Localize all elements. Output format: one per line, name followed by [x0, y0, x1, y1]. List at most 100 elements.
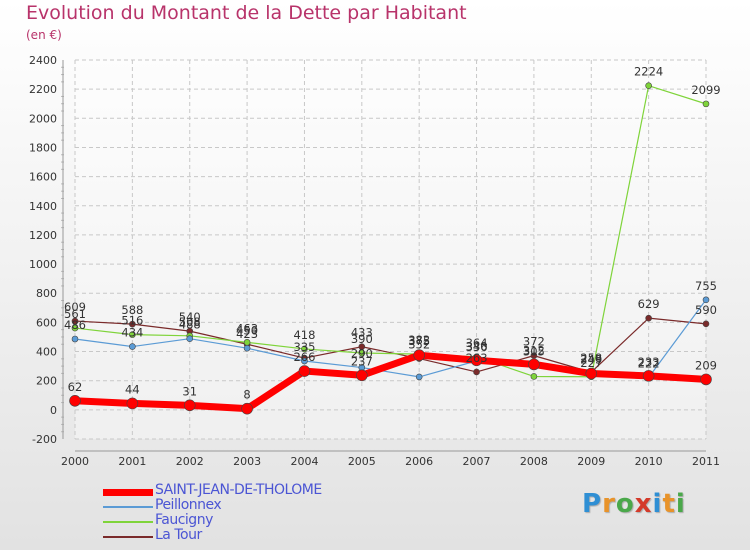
data-label-peillonnex: 305 — [523, 344, 545, 358]
data-label-faucigny: 463 — [236, 321, 258, 335]
data-point-saint-jean-de-tholome — [241, 402, 253, 415]
data-label-peillonnex: 336 — [466, 340, 488, 354]
data-label-faucigny: 418 — [293, 328, 315, 342]
y-tick-label: 1200 — [29, 229, 57, 242]
proxiti-logo: Proxiti — [582, 489, 686, 519]
data-label-faucigny: 516 — [121, 314, 143, 328]
data-label-saint-jean-de-tholome: 8 — [243, 388, 250, 402]
y-tick-label: 600 — [36, 316, 57, 329]
data-label-saint-jean-de-tholome: 266 — [293, 350, 315, 364]
logo-letter: P — [582, 489, 603, 519]
x-tick-label: 2000 — [61, 455, 89, 468]
logo-letter: i — [675, 489, 686, 519]
data-point-faucigny — [702, 100, 710, 108]
x-tick-label: 2003 — [233, 455, 261, 468]
x-tick-label: 2007 — [463, 455, 491, 468]
data-label-la-tour: 450 — [236, 323, 258, 337]
x-tick-label: 2001 — [118, 455, 146, 468]
data-label-saint-jean-de-tholome: 249 — [580, 353, 602, 367]
legend-swatch-faucigny — [103, 521, 153, 523]
data-point-saint-jean-de-tholome — [470, 354, 483, 367]
data-label-peillonnex: 335 — [293, 340, 315, 354]
y-tick-label: 0 — [50, 404, 57, 417]
legend-label-faucigny: Faucigny — [155, 512, 213, 528]
data-label-la-tour: 629 — [638, 297, 660, 311]
data-label-la-tour: 352 — [408, 338, 430, 352]
data-label-la-tour: 590 — [695, 303, 717, 317]
data-point-faucigny — [71, 324, 79, 332]
data-label-peillonnex: 249 — [580, 353, 602, 367]
data-point-peillonnex — [702, 296, 710, 304]
data-label-faucigny: 382 — [408, 333, 430, 347]
data-point-faucigny — [358, 349, 366, 357]
data-point-la-tour — [645, 314, 652, 322]
data-point-saint-jean-de-tholome — [69, 395, 81, 407]
data-point-saint-jean-de-tholome — [700, 373, 712, 386]
y-tick-label: 1400 — [29, 200, 57, 213]
data-label-la-tour: 433 — [351, 326, 373, 340]
data-label-la-tour: 263 — [466, 351, 488, 365]
x-tick-label: 2010 — [635, 455, 663, 468]
data-label-saint-jean-de-tholome: 233 — [638, 355, 660, 369]
legend-swatch-saint-jean-de-tholome — [103, 488, 153, 496]
y-tick-label: 800 — [36, 287, 57, 300]
y-tick-label: 1000 — [29, 258, 57, 271]
data-label-saint-jean-de-tholome: 237 — [351, 354, 373, 368]
data-point-peillonnex — [243, 344, 251, 352]
data-point-saint-jean-de-tholome — [126, 397, 139, 410]
data-label-faucigny: 561 — [64, 307, 86, 321]
data-label-la-tour: 258 — [580, 351, 602, 365]
data-label-peillonnex: 434 — [121, 326, 143, 340]
logo-letter: r — [602, 489, 616, 519]
grid-layer — [74, 59, 707, 440]
y-tick-label: 200 — [36, 375, 57, 388]
y-tick-label: 1600 — [29, 171, 57, 184]
y-tick-label: 2400 — [29, 54, 57, 67]
x-tick-label: 2005 — [348, 455, 376, 468]
data-point-saint-jean-de-tholome — [298, 365, 311, 377]
x-tick-label: 2009 — [577, 455, 605, 468]
data-point-faucigny — [129, 331, 136, 338]
data-point-saint-jean-de-tholome — [585, 367, 598, 380]
data-label-la-tour: 588 — [121, 303, 143, 317]
legend-label-peillonnex: Peillonnex — [155, 497, 222, 513]
data-label-saint-jean-de-tholome: 31 — [182, 384, 197, 398]
data-label-faucigny: 227 — [580, 356, 602, 370]
data-point-peillonnex — [415, 373, 423, 381]
data-point-faucigny — [301, 345, 308, 353]
label-layer: 609 588 540 450 433 352 263 372 258 629 590 561 516 5… — [64, 65, 721, 402]
data-point-saint-jean-de-tholome — [183, 399, 196, 412]
logo-letter: i — [652, 489, 663, 519]
y-tick-label: -200 — [32, 433, 57, 446]
data-label-peillonnex: 222 — [638, 356, 660, 370]
data-label-peillonnex: 486 — [64, 318, 86, 332]
legend-swatch-la-tour — [103, 536, 153, 538]
data-label-la-tour: 372 — [523, 335, 545, 349]
x-tick-label: 2008 — [520, 455, 548, 468]
data-label-saint-jean-de-tholome: 209 — [695, 358, 717, 372]
data-label-faucigny: 364 — [466, 336, 488, 350]
chart-subtitle: (en €) — [26, 28, 62, 42]
logo-letter: o — [615, 489, 635, 519]
chart-title: Evolution du Montant de la Dette par Hab… — [26, 2, 467, 24]
data-point-la-tour — [129, 320, 136, 328]
series-line-saint-jean-de-tholome — [71, 351, 710, 413]
series-layer — [69, 82, 712, 415]
x-tick-label: 2006 — [405, 455, 433, 468]
data-point-la-tour — [702, 320, 710, 328]
logo-letter: t — [662, 489, 676, 519]
logo-letter: x — [634, 489, 653, 519]
data-label-saint-jean-de-tholome: 312 — [523, 343, 545, 357]
y-tick-label: 2000 — [29, 112, 57, 125]
y-tick-label: 2200 — [29, 83, 57, 96]
data-label-saint-jean-de-tholome: 375 — [408, 334, 430, 348]
data-label-la-tour: 540 — [179, 310, 201, 324]
x-tick-label: 2011 — [692, 455, 720, 468]
plot-area — [75, 60, 706, 439]
data-label-faucigny: 2099 — [691, 83, 720, 97]
data-point-peillonnex — [129, 343, 136, 350]
x-tick-label: 2004 — [290, 455, 318, 468]
data-point-faucigny — [530, 373, 538, 380]
data-point-peillonnex — [186, 335, 194, 343]
data-label-saint-jean-de-tholome: 340 — [466, 339, 488, 353]
